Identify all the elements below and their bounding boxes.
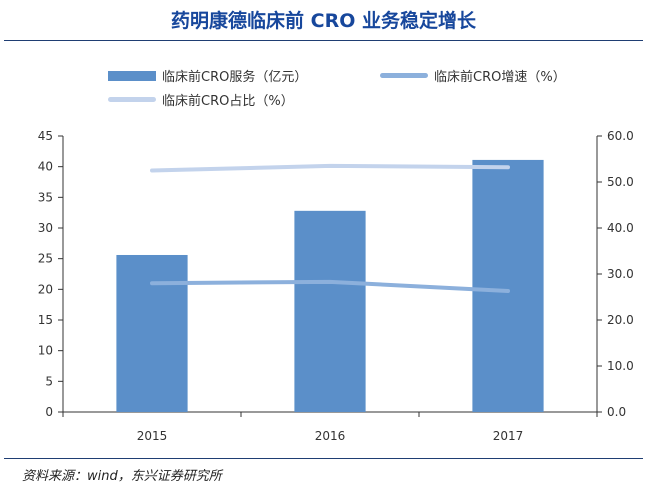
y-right-tick-label: 20.0 [607, 313, 634, 327]
y-left-tick-label: 20 [38, 282, 53, 296]
legend-item-growth: 临床前CRO增速（%） [380, 66, 566, 85]
y-left-tick-label: 30 [38, 221, 53, 235]
bar-cro-revenue [116, 254, 188, 412]
y-left-tick-label: 10 [38, 344, 53, 358]
source-divider [4, 458, 643, 459]
legend-label-share: 临床前CRO占比（%） [162, 94, 294, 109]
legend-swatch-bar [108, 70, 156, 81]
y-left-tick-label: 35 [38, 190, 53, 204]
y-left-tick-label: 15 [38, 313, 53, 327]
y-right-tick-label: 60.0 [607, 129, 634, 143]
bar-cro-revenue [472, 159, 544, 412]
y-right-tick-label: 40.0 [607, 221, 634, 235]
legend-swatch-share [108, 97, 156, 102]
legend-item-share: 临床前CRO占比（%） [108, 90, 294, 109]
y-right-tick-label: 30.0 [607, 267, 634, 281]
chart-title: 药明康德临床前 CRO 业务稳定增长 [171, 10, 476, 32]
legend-swatch-growth [380, 73, 428, 78]
legend-label-bar: 临床前CRO服务（亿元） [162, 70, 308, 85]
y-left-tick-label: 0 [45, 405, 53, 419]
y-left-tick-label: 40 [38, 160, 53, 174]
line-cro-share [150, 163, 510, 173]
y-right-tick-label: 10.0 [607, 359, 634, 373]
y-right-tick-label: 0.0 [607, 405, 626, 419]
chart-plot: 0 5 10 15 20 25 30 35 40 45 0.0 10.0 20.0 30.0 40.0 50.… [38, 129, 634, 443]
legend-item-bar: 临床前CRO服务（亿元） [108, 66, 307, 85]
y-left-tick-label: 45 [38, 129, 53, 143]
title-divider [4, 40, 643, 41]
x-tick-label: 2017 [493, 429, 524, 443]
y-right-tick-label: 50.0 [607, 175, 634, 189]
y-left-tick-label: 5 [45, 374, 53, 388]
y-left-tick-label: 25 [38, 252, 53, 266]
legend-label-growth: 临床前CRO增速（%） [434, 70, 566, 85]
bar-cro-revenue [294, 210, 366, 412]
x-tick-label: 2015 [137, 429, 168, 443]
line-cro-growth [150, 279, 510, 294]
source-note: 资料来源：wind，东兴证券研究所 [22, 469, 222, 484]
x-tick-label: 2016 [315, 429, 346, 443]
